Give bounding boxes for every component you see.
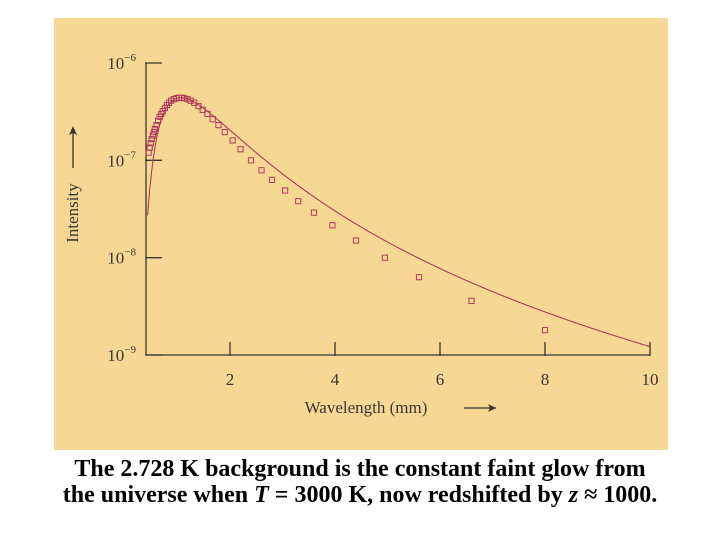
- y-tick-label-base: 10: [107, 54, 124, 73]
- caption-text-b: = 3000 K, now redshifted by: [268, 482, 569, 508]
- y-axis-arrow-head: [69, 126, 77, 135]
- axes-layer: [145, 62, 651, 356]
- data-point: [149, 132, 156, 139]
- data-point: [258, 167, 265, 174]
- caption-text-c: ≈ 1000.: [578, 482, 658, 508]
- data-point: [150, 129, 157, 136]
- data-point: [146, 144, 153, 151]
- data-point: [191, 99, 198, 106]
- data-point: [541, 327, 549, 334]
- data-point: [237, 146, 244, 153]
- data-point: [154, 117, 162, 124]
- x-tick-label: 2: [226, 370, 235, 389]
- y-tick-label-base: 10: [107, 249, 124, 268]
- x-tick-label: 10: [642, 370, 659, 389]
- data-point: [153, 122, 160, 129]
- caption-var-t: T: [254, 482, 269, 508]
- data-point: [147, 140, 154, 147]
- x-axis-arrow-head: [488, 404, 496, 412]
- y-tick-label: 10−8: [107, 247, 136, 268]
- data-point: [199, 106, 206, 113]
- x-tick-label: 4: [331, 370, 340, 389]
- blackbody-fit-curve: [147, 97, 650, 347]
- x-tick-label: 6: [436, 370, 445, 389]
- y-tick-label-exponent: −8: [124, 247, 136, 259]
- caption-text-a: the universe when: [62, 482, 255, 508]
- data-point: [295, 198, 302, 205]
- y-tick-label-base: 10: [107, 346, 124, 365]
- y-tick-label: 10−7: [107, 149, 136, 170]
- data-point: [415, 274, 423, 281]
- data-point: [229, 137, 236, 144]
- data-point: [247, 157, 255, 164]
- caption-line-1: The 2.728 K background is the constant f…: [74, 456, 646, 482]
- data-point: [310, 209, 318, 216]
- points-layer: [145, 94, 549, 334]
- y-tick-label-exponent: −6: [124, 52, 136, 64]
- y-tick-label-exponent: −9: [124, 344, 136, 356]
- data-point: [148, 136, 155, 143]
- y-tick-label-base: 10: [107, 151, 124, 170]
- data-point: [221, 129, 228, 136]
- x-axis-title: Wavelength (mm): [305, 398, 428, 417]
- data-point: [209, 116, 216, 123]
- data-point: [268, 176, 276, 183]
- data-point: [204, 110, 211, 117]
- curve-layer: [147, 97, 650, 347]
- data-point: [329, 222, 336, 229]
- caption-line-2: the universe when T = 3000 K, now redshi…: [0, 482, 720, 508]
- data-point: [195, 103, 202, 110]
- y-tick-label-exponent: −7: [124, 149, 136, 161]
- data-point: [282, 187, 289, 194]
- y-axis-title: Intensity: [63, 183, 82, 243]
- x-tick-label: 8: [541, 370, 550, 389]
- data-point: [215, 122, 222, 129]
- y-tick-label: 10−9: [107, 344, 136, 365]
- data-point: [352, 237, 360, 244]
- caption-var-z: z: [568, 482, 579, 508]
- figure-caption: The 2.728 K background is the constant f…: [0, 456, 720, 508]
- y-tick-label: 10−6: [107, 52, 136, 73]
- data-point: [151, 125, 159, 133]
- chart-panel: 10−6 10−7 10−8 10−9 2 4 6 8 10 Wavelength (mm) Int…: [54, 18, 668, 450]
- data-point: [159, 108, 166, 115]
- data-point: [468, 297, 475, 304]
- data-point: [181, 95, 188, 102]
- data-point: [145, 149, 152, 156]
- data-point: [381, 254, 388, 261]
- data-point: [184, 96, 191, 103]
